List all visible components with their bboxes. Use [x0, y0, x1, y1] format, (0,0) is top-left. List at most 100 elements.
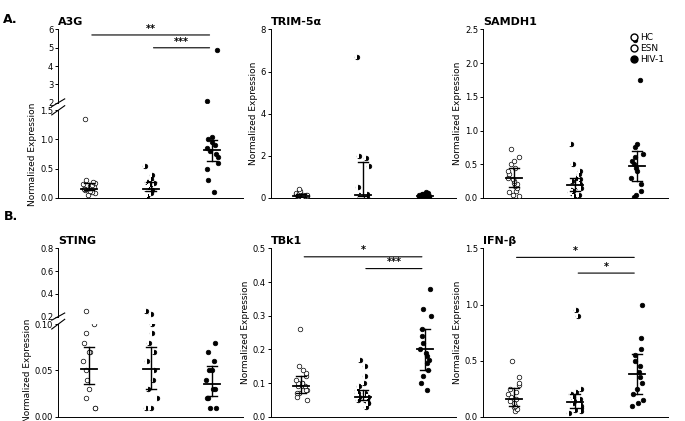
Point [144, 327, 155, 333]
Point [351, 53, 362, 60]
Point [85, 328, 96, 335]
Point [513, 374, 524, 381]
Point [145, 130, 156, 137]
Point [360, 390, 371, 397]
Point [574, 395, 585, 402]
Point [352, 184, 363, 191]
Point [151, 334, 162, 341]
Point [511, 188, 522, 195]
Point [78, 185, 89, 192]
Point [301, 192, 312, 199]
Point [142, 329, 153, 336]
Point [147, 326, 158, 333]
Point [510, 164, 521, 171]
Point [574, 401, 585, 408]
Point [362, 400, 373, 407]
Text: A3G: A3G [58, 17, 84, 27]
Point [628, 193, 639, 200]
Point [88, 321, 99, 328]
Point [513, 192, 524, 199]
Point [145, 134, 155, 141]
Point [301, 370, 312, 376]
Point [423, 356, 434, 363]
Point [84, 386, 95, 392]
Point [85, 134, 96, 141]
Point [151, 395, 162, 402]
Y-axis label: Normalized Expression: Normalized Expression [453, 281, 462, 384]
Point [568, 161, 579, 168]
Point [631, 164, 642, 171]
Point [512, 184, 523, 191]
Y-axis label: Normalized Expression: Normalized Expression [249, 62, 258, 165]
Point [147, 376, 158, 383]
Point [422, 366, 433, 373]
Point [294, 194, 305, 200]
Point [301, 193, 312, 200]
Point [77, 132, 88, 139]
Point [627, 157, 638, 164]
Point [355, 192, 366, 199]
Point [211, 335, 222, 341]
Point [147, 376, 158, 383]
Point [361, 397, 372, 403]
Point [142, 133, 153, 139]
Point [81, 334, 92, 341]
Point [86, 189, 97, 195]
Point [575, 405, 586, 411]
Point [211, 122, 222, 129]
Point [503, 168, 514, 174]
Point [203, 131, 214, 137]
Point [80, 177, 91, 184]
Point [142, 358, 153, 365]
Point [510, 408, 521, 415]
Point [149, 330, 160, 337]
Point [353, 191, 364, 198]
Point [353, 383, 364, 390]
Point [81, 395, 92, 402]
Point [88, 133, 99, 139]
Point [421, 360, 432, 366]
Point [142, 386, 153, 392]
Point [140, 182, 151, 189]
Point [414, 346, 425, 353]
Point [142, 187, 153, 194]
Point [564, 410, 575, 417]
Point [202, 145, 213, 152]
Point [147, 187, 158, 193]
Point [421, 353, 432, 360]
Point [141, 133, 152, 140]
Point [511, 395, 522, 402]
Point [575, 168, 586, 174]
Point [571, 174, 582, 181]
Point [301, 397, 312, 403]
Point [147, 325, 158, 331]
Point [201, 98, 212, 104]
Point [574, 401, 585, 408]
Point [634, 77, 645, 83]
Point [145, 189, 155, 195]
Point [575, 168, 586, 174]
Point [569, 398, 580, 405]
Point [145, 135, 156, 141]
Point [203, 395, 214, 402]
Point [569, 398, 580, 405]
Point [147, 321, 158, 328]
Point [354, 152, 365, 159]
Point [362, 400, 373, 407]
Point [86, 132, 97, 139]
Point [147, 129, 158, 136]
Point [353, 397, 364, 403]
Point [422, 386, 433, 393]
Point [145, 335, 156, 341]
Point [636, 188, 647, 195]
Point [84, 349, 95, 355]
Point [566, 178, 577, 184]
Point [208, 189, 219, 195]
Point [571, 182, 582, 189]
Point [145, 335, 156, 341]
Point [145, 130, 156, 137]
Point [148, 349, 159, 355]
Point [362, 193, 373, 200]
Point [140, 307, 151, 314]
Text: TBk1: TBk1 [271, 236, 302, 246]
